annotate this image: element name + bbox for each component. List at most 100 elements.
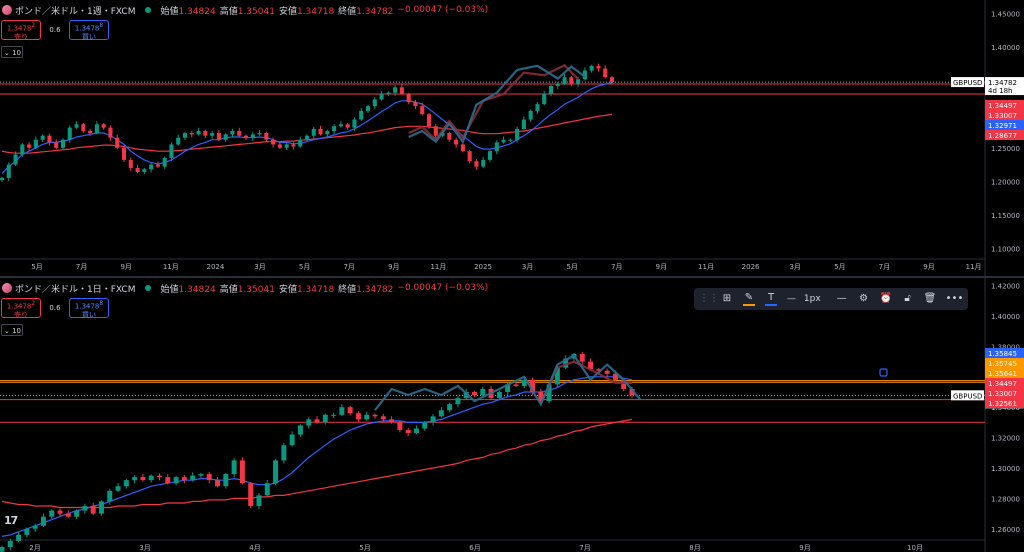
level-price-text: 1.33007 xyxy=(988,390,1017,398)
countdown-text: 4d 18h xyxy=(988,87,1012,95)
candle-body xyxy=(264,483,270,496)
weekly-chart-pane[interactable]: 1.450001.400001.350001.300001.250001.200… xyxy=(0,0,1024,276)
candle-body xyxy=(239,460,245,484)
daily-sell-button[interactable]: 1.34782 売り xyxy=(1,298,41,319)
candle-body xyxy=(582,70,587,80)
candle-body xyxy=(386,92,391,95)
candle-body xyxy=(438,410,444,417)
x-tick-label: 9月 xyxy=(388,263,399,271)
daily-spread: 0.6 xyxy=(49,304,61,312)
candle-body xyxy=(397,422,403,430)
moving-average-fast-line xyxy=(1,82,613,174)
candle-body xyxy=(604,370,610,374)
last-price-text: 1.34782 xyxy=(988,79,1017,87)
line-width-button[interactable]: — 1px xyxy=(787,294,821,304)
level-price-tag xyxy=(985,110,1024,120)
candle-body xyxy=(521,119,526,129)
candle-body xyxy=(325,131,330,135)
candle-body xyxy=(420,106,425,115)
lock-icon[interactable]: 🔓︎ xyxy=(904,293,911,304)
daily-buy-button[interactable]: 1.34788 買い xyxy=(69,298,109,319)
daily-chart-pane[interactable]: 1.420001.400001.380001.360001.340001.320… xyxy=(0,278,1024,552)
candle-body xyxy=(588,361,594,370)
candle-body xyxy=(223,474,229,487)
candle-body xyxy=(49,510,55,517)
text-color-icon[interactable]: T xyxy=(765,292,777,306)
weekly-indicator-toggle[interactable]: ⌄ 10 xyxy=(1,46,23,58)
candle-body xyxy=(206,474,212,481)
pencil-color-icon[interactable]: ✎ xyxy=(743,292,755,306)
last-price-tag xyxy=(985,77,1024,96)
candle-body xyxy=(555,83,560,86)
drag-handle-icon[interactable]: ⋮⋮ xyxy=(699,293,719,304)
candle-body xyxy=(314,419,320,423)
candle-body xyxy=(74,510,80,517)
candle-body xyxy=(399,87,404,95)
level-price-tag xyxy=(985,348,1024,358)
moving-average-slow-line xyxy=(1,418,633,509)
daily-indicator-toggle[interactable]: ⌄ 10 xyxy=(1,324,23,336)
candle-body xyxy=(467,151,472,162)
daily-symbol-title[interactable]: ポンド／米ドル・1日・FXCM xyxy=(15,284,136,295)
candle-body xyxy=(426,114,432,127)
candle-body xyxy=(513,384,519,386)
gbp-usd-flag-icon xyxy=(2,5,12,15)
ticker-label: GBPUSD xyxy=(953,79,982,87)
x-tick-label: 6月 xyxy=(469,544,480,552)
candle-body xyxy=(7,540,13,548)
candle-body xyxy=(32,525,38,529)
candle-body xyxy=(629,388,635,396)
level-price-text: 1.32561 xyxy=(988,400,1017,408)
daily-chart-canvas[interactable]: 1.420001.400001.380001.360001.340001.320… xyxy=(0,278,1024,552)
level-price-tag xyxy=(985,358,1024,368)
weekly-buy-button[interactable]: 1.34788 買い xyxy=(69,20,109,41)
y-tick-label: 1.40000 xyxy=(991,44,1020,52)
x-tick-label: 5月 xyxy=(299,263,310,271)
candle-body xyxy=(231,460,237,475)
candle-body xyxy=(215,480,221,487)
candle-body xyxy=(306,419,312,426)
pattern-drawing-red xyxy=(539,360,632,405)
candle-body xyxy=(322,414,328,423)
weekly-chart-canvas[interactable]: 1.450001.400001.350001.300001.250001.200… xyxy=(0,0,1024,276)
trash-icon[interactable]: 🗑︎ xyxy=(923,293,937,304)
candle-body xyxy=(155,164,160,167)
candle-body xyxy=(94,124,99,134)
candle-body xyxy=(101,124,106,128)
candle-body xyxy=(447,404,453,411)
x-tick-label: 9月 xyxy=(120,263,131,271)
candle-body xyxy=(132,477,138,481)
template-icon[interactable]: ⊞ xyxy=(722,293,732,304)
candle-body xyxy=(271,139,276,145)
candle-body xyxy=(528,110,533,120)
weekly-sell-button[interactable]: 1.34782 売り xyxy=(1,20,41,41)
level-price-text: 1.33007 xyxy=(988,112,1017,120)
x-tick-label: 2026 xyxy=(742,263,760,271)
candle-body xyxy=(311,128,316,136)
candle-body xyxy=(67,127,72,140)
candle-body xyxy=(454,139,459,145)
y-tick-label: 1.38000 xyxy=(991,343,1020,351)
weekly-symbol-title[interactable]: ポンド／米ドル・1週・FXCM xyxy=(15,6,136,17)
candle-body xyxy=(33,139,38,148)
candle-body xyxy=(198,474,204,476)
more-icon[interactable]: ••• xyxy=(945,293,964,304)
weekly-high: 高値1.35041 xyxy=(219,6,275,17)
x-tick-label: 3月 xyxy=(789,263,800,271)
settings-icon[interactable]: ⚙ xyxy=(859,293,869,304)
level-price-text: 1.32971 xyxy=(988,122,1017,130)
weekly-low: 安値1.34718 xyxy=(278,6,335,17)
candle-body xyxy=(273,460,279,484)
candle-body xyxy=(6,164,11,179)
candle-body xyxy=(57,510,63,514)
alert-clock-icon[interactable]: ⏰ xyxy=(879,293,893,304)
line-style-icon[interactable]: — xyxy=(836,293,847,304)
pane-separator[interactable] xyxy=(0,276,1024,278)
x-tick-label: 9月 xyxy=(923,263,934,271)
candle-body xyxy=(480,388,486,396)
y-tick-label: 1.25000 xyxy=(991,145,1020,153)
candle-body xyxy=(121,147,127,160)
candle-body xyxy=(291,144,296,147)
candle-body xyxy=(365,106,371,111)
candle-body xyxy=(257,133,262,135)
